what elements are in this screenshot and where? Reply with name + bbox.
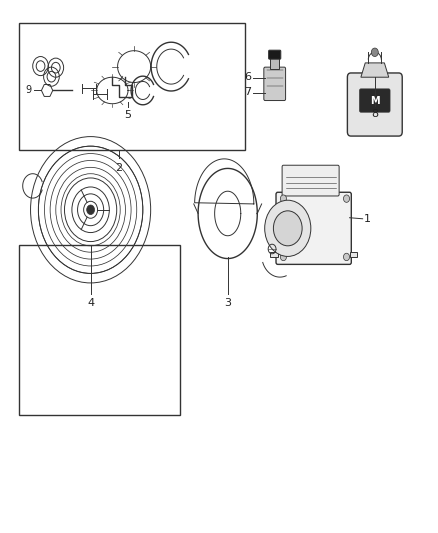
Text: 8: 8: [371, 109, 378, 119]
Circle shape: [343, 195, 350, 203]
FancyBboxPatch shape: [360, 89, 390, 112]
Text: 3: 3: [224, 298, 231, 308]
FancyBboxPatch shape: [268, 50, 281, 59]
Text: M: M: [370, 95, 380, 106]
Circle shape: [371, 48, 378, 56]
FancyBboxPatch shape: [264, 67, 286, 101]
Circle shape: [274, 238, 284, 250]
Circle shape: [280, 253, 286, 261]
Circle shape: [343, 253, 350, 261]
Text: 5: 5: [124, 110, 131, 119]
Text: 4: 4: [87, 298, 94, 308]
Text: 6: 6: [244, 71, 251, 82]
Circle shape: [87, 205, 95, 215]
Text: 7: 7: [244, 86, 251, 96]
Bar: [270, 58, 279, 69]
Circle shape: [280, 195, 286, 203]
FancyBboxPatch shape: [347, 73, 402, 136]
Bar: [19, 245, 180, 415]
FancyBboxPatch shape: [276, 192, 351, 264]
Bar: [19, 22, 245, 150]
Circle shape: [265, 200, 311, 256]
Text: 9: 9: [26, 85, 32, 95]
FancyBboxPatch shape: [282, 165, 339, 196]
Circle shape: [273, 211, 302, 246]
Polygon shape: [270, 252, 278, 257]
Polygon shape: [350, 252, 357, 257]
Circle shape: [274, 227, 284, 239]
Text: 2: 2: [115, 163, 123, 173]
Polygon shape: [361, 63, 389, 77]
Text: 1: 1: [364, 214, 371, 224]
